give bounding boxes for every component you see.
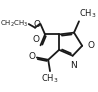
Text: N: N	[70, 61, 76, 70]
Text: CH$_3$: CH$_3$	[79, 8, 97, 20]
Text: O: O	[33, 35, 40, 44]
Text: O: O	[33, 20, 40, 29]
Text: CH$_2$CH$_3$: CH$_2$CH$_3$	[0, 19, 28, 29]
Text: O: O	[87, 41, 94, 50]
Text: O: O	[29, 52, 36, 61]
Text: CH$_3$: CH$_3$	[41, 72, 59, 85]
